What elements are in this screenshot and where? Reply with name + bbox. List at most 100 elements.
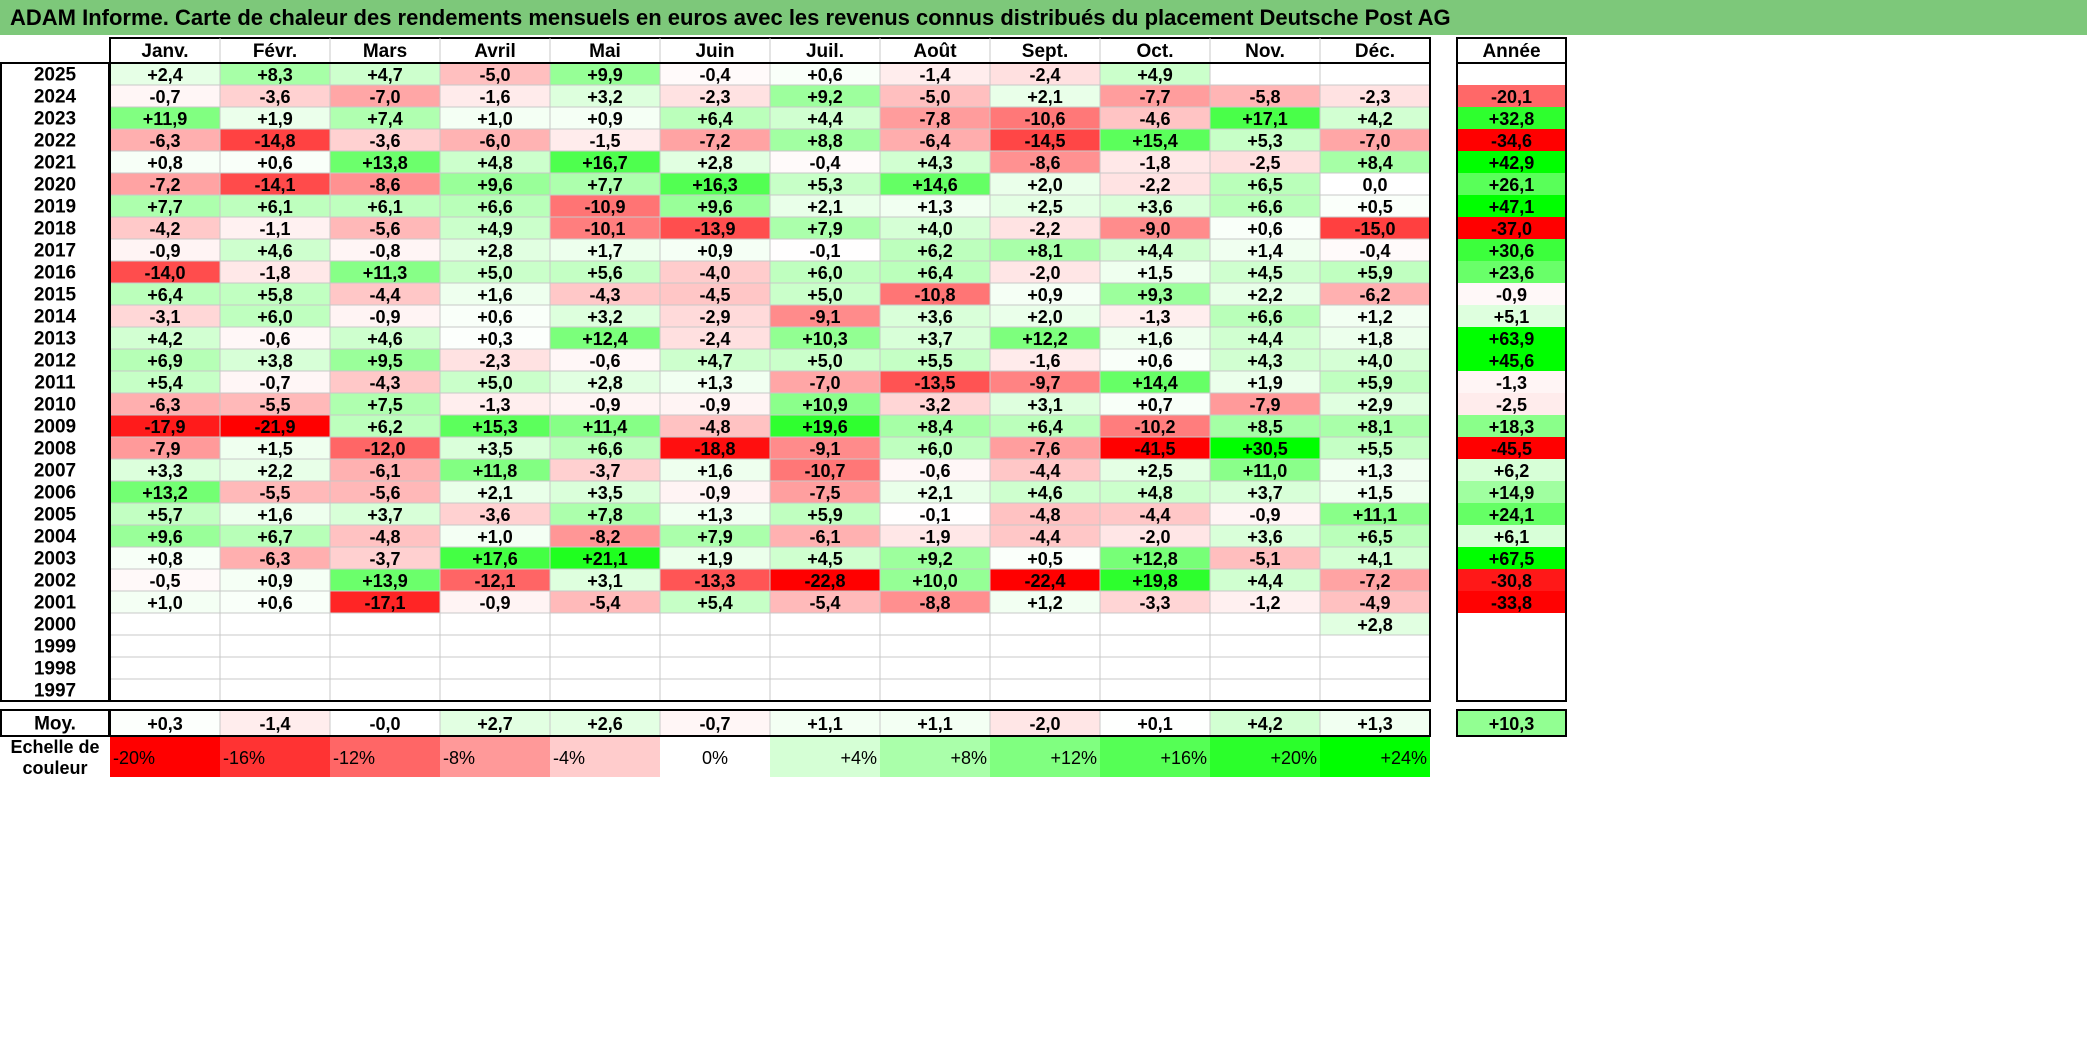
cell-value: +3,8: [257, 351, 293, 371]
year-label: 1997: [34, 681, 76, 702]
cell-value: +3,1: [1027, 395, 1063, 415]
cell-value: +4,2: [1357, 109, 1393, 129]
annual-cell: [1457, 129, 1566, 151]
cell-value: -0,9: [479, 593, 510, 613]
cell-value: +30,5: [1242, 439, 1288, 459]
heatmap-cell: [439, 612, 551, 636]
cell-value: +17,1: [1242, 109, 1288, 129]
cell-value: -0,8: [369, 241, 400, 261]
cell-value: +1,3: [917, 197, 953, 217]
cell-value: -2,4: [699, 329, 730, 349]
cell-value: +3,6: [1137, 197, 1173, 217]
cell-value: +5,9: [1357, 263, 1393, 283]
year-label: 2006: [34, 483, 76, 504]
avg-value: -2,0: [1029, 714, 1060, 734]
heatmap-cell: [1209, 678, 1321, 702]
cell-value: -5,0: [919, 87, 950, 107]
cell-value: +1,2: [1357, 307, 1393, 327]
annual-cell: [1457, 591, 1566, 613]
cell-value: +13,9: [362, 571, 408, 591]
cell-value: -4,8: [699, 417, 730, 437]
avg-cell: [1099, 709, 1211, 737]
annual-cell: [1457, 107, 1566, 129]
cell-value: -9,7: [1029, 373, 1060, 393]
month-header-12: Déc.: [1355, 41, 1395, 62]
month-header-4: Avril: [474, 41, 516, 62]
annual-value: +32,8: [1489, 109, 1535, 129]
cell-value: +0,6: [257, 593, 293, 613]
cell-value: +11,9: [143, 109, 188, 129]
cell-value: -5,4: [809, 593, 840, 613]
cell-value: -0,9: [699, 395, 730, 415]
annual-value: +6,1: [1494, 527, 1530, 547]
cell-value: +4,4: [1247, 329, 1283, 349]
cell-value: +1,3: [1357, 461, 1393, 481]
scale-label: -4%: [553, 748, 585, 768]
cell-value: -6,3: [259, 549, 290, 569]
cell-value: +2,9: [1357, 395, 1393, 415]
avg-value: -0,0: [369, 714, 400, 734]
heatmap-cell: [549, 678, 661, 702]
cell-value: +1,0: [477, 527, 513, 547]
year-label: 2005: [34, 505, 77, 526]
cell-value: +10,0: [912, 571, 958, 591]
cell-value: +5,7: [147, 505, 183, 525]
heatmap-cell: [989, 612, 1101, 636]
cell-value: -7,2: [699, 131, 730, 151]
cell-value: -7,0: [369, 87, 400, 107]
cell-value: -8,6: [369, 175, 400, 195]
avg-value: -0,7: [699, 714, 730, 734]
cell-value: -10,9: [584, 197, 625, 217]
cell-value: -2,2: [1139, 175, 1170, 195]
scale-swatch: [1100, 737, 1210, 777]
cell-value: +3,7: [1247, 483, 1283, 503]
cell-value: -5,5: [259, 395, 290, 415]
cell-value: +0,8: [147, 153, 183, 173]
cell-value: -7,8: [919, 109, 950, 129]
scale-label: +20%: [1270, 748, 1317, 768]
cell-value: -14,1: [254, 175, 295, 195]
annual-value: +14,9: [1489, 483, 1535, 503]
cell-value: +2,8: [587, 373, 623, 393]
cell-value: -2,3: [479, 351, 510, 371]
cell-value: -41,5: [1134, 439, 1175, 459]
cell-value: -0,6: [259, 329, 290, 349]
cell-value: +6,4: [697, 109, 733, 129]
cell-value: +6,9: [147, 351, 183, 371]
cell-value: +17,6: [472, 549, 518, 569]
cell-value: -0,9: [149, 241, 180, 261]
cell-value: -2,3: [699, 87, 730, 107]
cell-value: +9,6: [477, 175, 513, 195]
cell-value: +5,6: [587, 263, 623, 283]
annual-value: -30,8: [1491, 571, 1532, 591]
cell-value: +19,8: [1132, 571, 1178, 591]
annual-value: -33,8: [1491, 593, 1532, 613]
month-header-9: Sept.: [1022, 41, 1068, 62]
cell-value: +1,7: [587, 241, 623, 261]
cell-value: +12,8: [1132, 549, 1178, 569]
heatmap-cell: [1099, 612, 1211, 636]
cell-value: +4,4: [1137, 241, 1173, 261]
scale-label: +12%: [1050, 748, 1097, 768]
heatmap-cell: [989, 656, 1101, 680]
cell-value: +6,4: [1027, 417, 1063, 437]
cell-value: -1,2: [1249, 593, 1280, 613]
cell-value: +2,1: [477, 483, 513, 503]
cell-value: +19,6: [802, 417, 848, 437]
cell-value: +0,6: [257, 153, 293, 173]
avg-value: +4,2: [1247, 714, 1283, 734]
scale-label: -20%: [113, 748, 155, 768]
cell-value: +1,8: [1357, 329, 1393, 349]
cell-value: +8,5: [1247, 417, 1283, 437]
cell-value: -4,4: [1029, 527, 1060, 547]
year-label: 2000: [34, 615, 76, 636]
cell-value: +3,1: [587, 571, 623, 591]
cell-value: +0,9: [697, 241, 733, 261]
cell-value: +3,6: [1247, 527, 1283, 547]
cell-value: +6,4: [917, 263, 953, 283]
heatmap-cell: [1209, 634, 1321, 658]
cell-value: -7,5: [809, 483, 840, 503]
avg-value: +2,6: [587, 714, 623, 734]
year-label: 2003: [34, 549, 76, 570]
cell-value: -2,5: [1249, 153, 1280, 173]
